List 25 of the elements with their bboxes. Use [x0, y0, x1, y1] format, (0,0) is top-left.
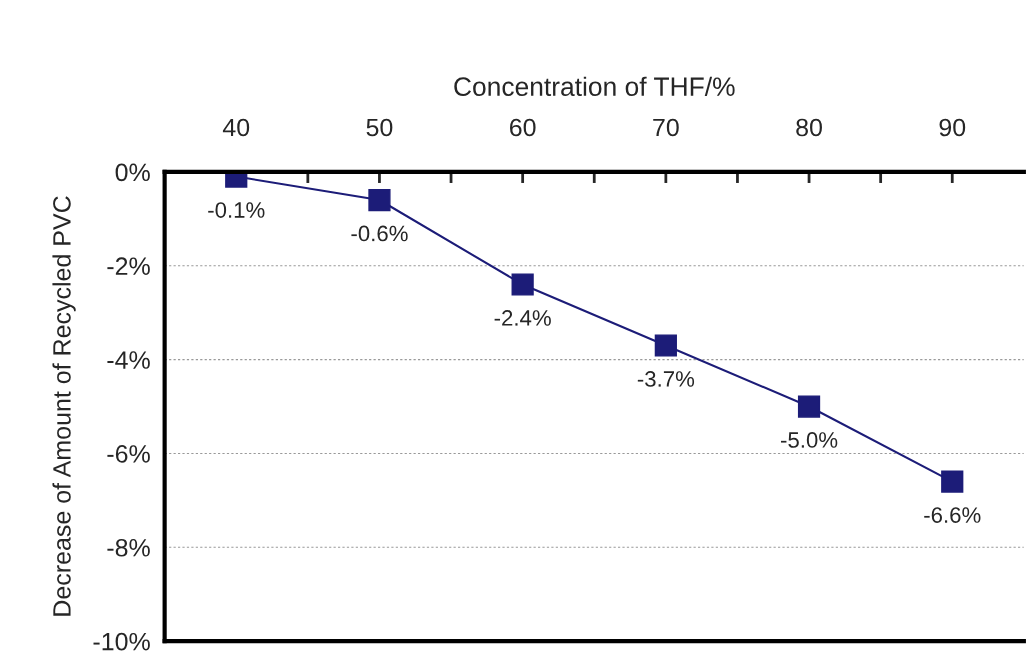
x-axis-title: Concentration of THF/%	[454, 76, 735, 97]
data-label: -2.4%	[494, 310, 551, 326]
y-tick-label: -10%	[93, 632, 150, 651]
x-tick-label: 50	[366, 118, 393, 137]
point	[797, 395, 821, 418]
point	[654, 334, 677, 357]
y-tick-label: -6%	[107, 445, 150, 463]
x-tick-label: 80	[796, 118, 822, 137]
y-tick-label: -4%	[107, 351, 150, 369]
y-axis-title: Decrease of Amount of Recycled PVC	[52, 196, 76, 616]
data-label: -6.6%	[924, 507, 981, 523]
data-label: -5.0%	[781, 432, 838, 448]
x-tick-label: 90	[939, 118, 966, 137]
x-tick-label: 70	[653, 118, 679, 137]
y-tick-label: -2%	[107, 257, 150, 275]
x-tick-label: 40	[222, 118, 250, 137]
y-tick-label: 0%	[115, 163, 150, 182]
point	[511, 273, 534, 296]
point	[368, 188, 391, 212]
data-label: -0.1%	[208, 202, 265, 218]
data-label: -0.6%	[351, 225, 408, 242]
x-tick-label: 60	[510, 118, 536, 137]
point	[941, 470, 964, 493]
data-label: -3.7%	[637, 371, 695, 387]
y-tick-label: -8%	[107, 538, 150, 557]
